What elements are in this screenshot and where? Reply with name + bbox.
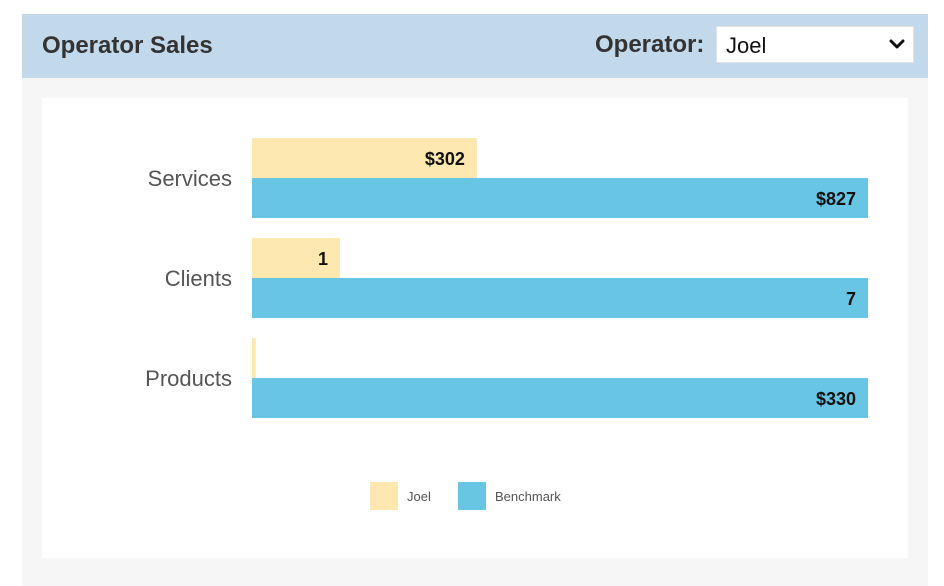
operator-bar — [252, 338, 256, 378]
benchmark-bar — [252, 378, 868, 418]
benchmark-bar — [252, 178, 868, 218]
operator-bar — [252, 238, 340, 278]
category-label: Clients — [165, 266, 232, 291]
operator-bar — [252, 138, 477, 178]
legend-swatch-benchmark — [458, 482, 486, 510]
category-label: Services — [148, 166, 232, 191]
bar-chart: Services $302 $827 Clients 1 7 Products $330 Joe… — [145, 138, 868, 510]
operator-label: Operator: — [595, 31, 705, 58]
legend-swatch-operator — [370, 482, 398, 510]
chevron-down-icon — [889, 39, 905, 49]
panel-title: Operator Sales — [42, 32, 213, 59]
category-label: Products — [145, 366, 232, 391]
chart-card: Services $302 $827 Clients 1 7 Products $330 Joe… — [42, 98, 908, 558]
panel-header: Operator Sales Operator: Joel — [22, 14, 928, 78]
operator-sales-panel: Operator Sales Operator: Joel Services $3… — [22, 14, 928, 586]
benchmark-value-label: 7 — [846, 289, 856, 309]
operator-select[interactable]: Joel — [716, 26, 914, 63]
legend-label-operator: Joel — [407, 489, 431, 504]
operator-select-value: Joel — [726, 33, 767, 58]
benchmark-value-label: $330 — [816, 389, 856, 409]
legend-label-benchmark: Benchmark — [495, 489, 561, 504]
benchmark-bar — [252, 278, 868, 318]
operator-value-label: $302 — [425, 149, 465, 169]
operator-value-label: 1 — [318, 249, 328, 269]
benchmark-value-label: $827 — [816, 189, 856, 209]
